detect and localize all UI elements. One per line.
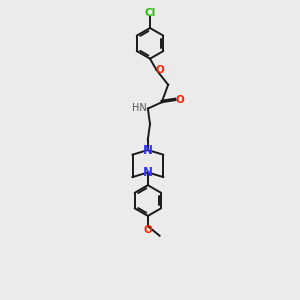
Text: N: N: [143, 143, 153, 157]
Text: N: N: [143, 166, 153, 179]
Text: O: O: [143, 225, 152, 236]
Text: HN: HN: [132, 103, 147, 113]
Text: O: O: [156, 65, 165, 75]
Text: Cl: Cl: [144, 8, 156, 18]
Text: O: O: [175, 95, 184, 105]
